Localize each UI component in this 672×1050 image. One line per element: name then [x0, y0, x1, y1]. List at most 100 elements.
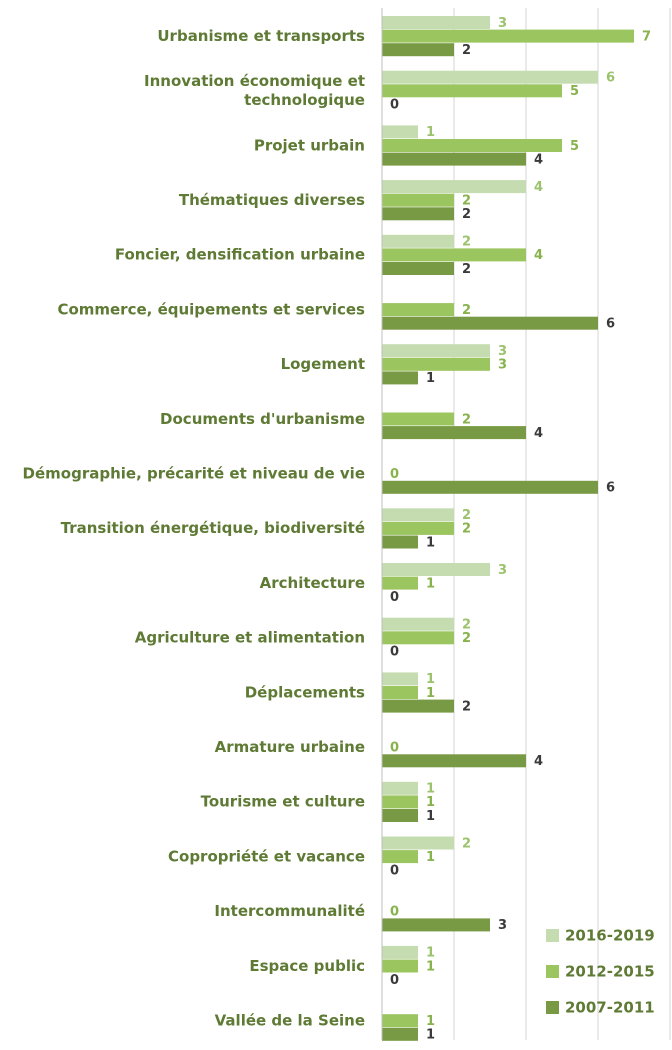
bar-2016-2019 [382, 16, 490, 29]
category-label: Commerce, équipements et services [57, 300, 365, 318]
bar-2012-2015 [382, 795, 418, 809]
value-label: 2 [462, 303, 471, 318]
bar-2007-2011 [382, 426, 526, 440]
value-label: 1 [426, 686, 435, 701]
value-label: 1 [426, 672, 435, 687]
value-label: 3 [498, 344, 507, 359]
bar-2012-2015 [382, 576, 418, 590]
category-label: Foncier, densification urbaine [115, 246, 365, 264]
category-label: Innovation économique et [144, 72, 365, 90]
category-label: Armature urbaine [215, 738, 365, 756]
bar-2007-2011 [382, 207, 454, 221]
bar-2016-2019 [382, 945, 418, 959]
value-labels: 3726501544222422633124062213102201120411… [390, 16, 651, 1043]
legend-label: 2012-2015 [565, 963, 655, 981]
value-label: 0 [390, 98, 399, 113]
legend-label: 2016-2019 [565, 927, 655, 945]
bar-2016-2019 [382, 344, 490, 358]
bar-2007-2011 [382, 316, 598, 330]
bar-2007-2011 [382, 754, 526, 768]
value-label: 0 [390, 467, 399, 482]
value-label: 2 [462, 207, 471, 222]
value-label: 2 [462, 194, 471, 209]
value-label: 4 [534, 152, 543, 167]
bar-2012-2015 [382, 84, 562, 98]
bar-2012-2015 [382, 686, 418, 699]
bar-2012-2015 [382, 850, 418, 864]
value-label: 2 [462, 631, 471, 646]
category-label: Transition énergétique, biodiversité [61, 519, 365, 537]
value-label: 1 [426, 576, 435, 591]
value-label: 2 [462, 836, 471, 851]
bar-2012-2015 [382, 412, 454, 426]
value-label: 4 [534, 426, 543, 441]
bar-2016-2019 [382, 70, 598, 84]
value-label: 1 [426, 125, 435, 140]
bar-2007-2011 [382, 535, 418, 549]
bar-2016-2019 [382, 836, 454, 850]
category-label: Urbanisme et transports [157, 27, 365, 45]
value-label: 0 [390, 590, 399, 605]
value-label: 6 [606, 71, 615, 86]
bar-2012-2015 [382, 29, 634, 43]
legend-label: 2007-2011 [565, 999, 655, 1017]
category-label: Intercommunalité [214, 902, 365, 920]
value-label: 2 [462, 235, 471, 250]
value-label: 0 [390, 973, 399, 988]
value-label: 2 [462, 522, 471, 537]
category-label: Agriculture et alimentation [135, 629, 365, 647]
value-label: 2 [462, 618, 471, 633]
value-label: 5 [570, 84, 579, 99]
value-label: 1 [426, 795, 435, 810]
category-labels: Urbanisme et transports Innovation économ… [23, 27, 366, 1030]
value-label: 7 [642, 29, 651, 44]
bar-2007-2011 [382, 152, 526, 166]
value-label: 3 [498, 563, 507, 578]
value-label: 1 [426, 809, 435, 824]
category-label: Démographie, précarité et niveau de vie [23, 465, 365, 483]
bar-2012-2015 [382, 357, 490, 371]
bars [382, 16, 634, 1041]
value-label: 5 [570, 139, 579, 154]
value-label: 3 [498, 918, 507, 933]
bar-2007-2011 [382, 1027, 418, 1041]
bar-2012-2015 [382, 521, 454, 535]
bar-2007-2011 [382, 699, 454, 713]
bar-2016-2019 [382, 672, 418, 686]
bar-2016-2019 [382, 180, 526, 194]
bar-2012-2015 [382, 303, 454, 317]
category-label: Espace public [249, 957, 365, 975]
category-label: Vallée de la Seine [215, 1012, 365, 1030]
bar-2007-2011 [382, 918, 490, 932]
bar-2007-2011 [382, 262, 454, 275]
bar-2012-2015 [382, 959, 418, 973]
value-label: 1 [426, 782, 435, 797]
bar-2016-2019 [382, 125, 418, 139]
legend: 2016-2019 2012-2015 2007-2011 [546, 927, 655, 1017]
value-label: 1 [426, 1014, 435, 1029]
category-label: technologique [244, 91, 365, 109]
bar-2012-2015 [382, 631, 454, 645]
bar-2012-2015 [382, 139, 562, 152]
value-label: 0 [390, 864, 399, 879]
bar-2007-2011 [382, 371, 418, 385]
legend-swatch [546, 965, 559, 978]
bar-2016-2019 [382, 508, 454, 522]
value-label: 6 [606, 481, 615, 496]
value-label: 1 [426, 535, 435, 550]
value-label: 4 [534, 754, 543, 769]
value-label: 1 [426, 850, 435, 865]
value-label: 0 [390, 645, 399, 660]
value-label: 1 [426, 371, 435, 386]
value-label: 2 [462, 508, 471, 523]
category-label: Tourisme et culture [201, 793, 365, 811]
value-label: 0 [390, 741, 399, 756]
bar-2016-2019 [382, 563, 490, 576]
category-label: Projet urbain [254, 136, 365, 154]
value-label: 3 [498, 358, 507, 373]
value-label: 2 [462, 699, 471, 714]
value-label: 2 [462, 262, 471, 277]
bar-2012-2015 [382, 1014, 418, 1028]
value-label: 1 [426, 959, 435, 974]
